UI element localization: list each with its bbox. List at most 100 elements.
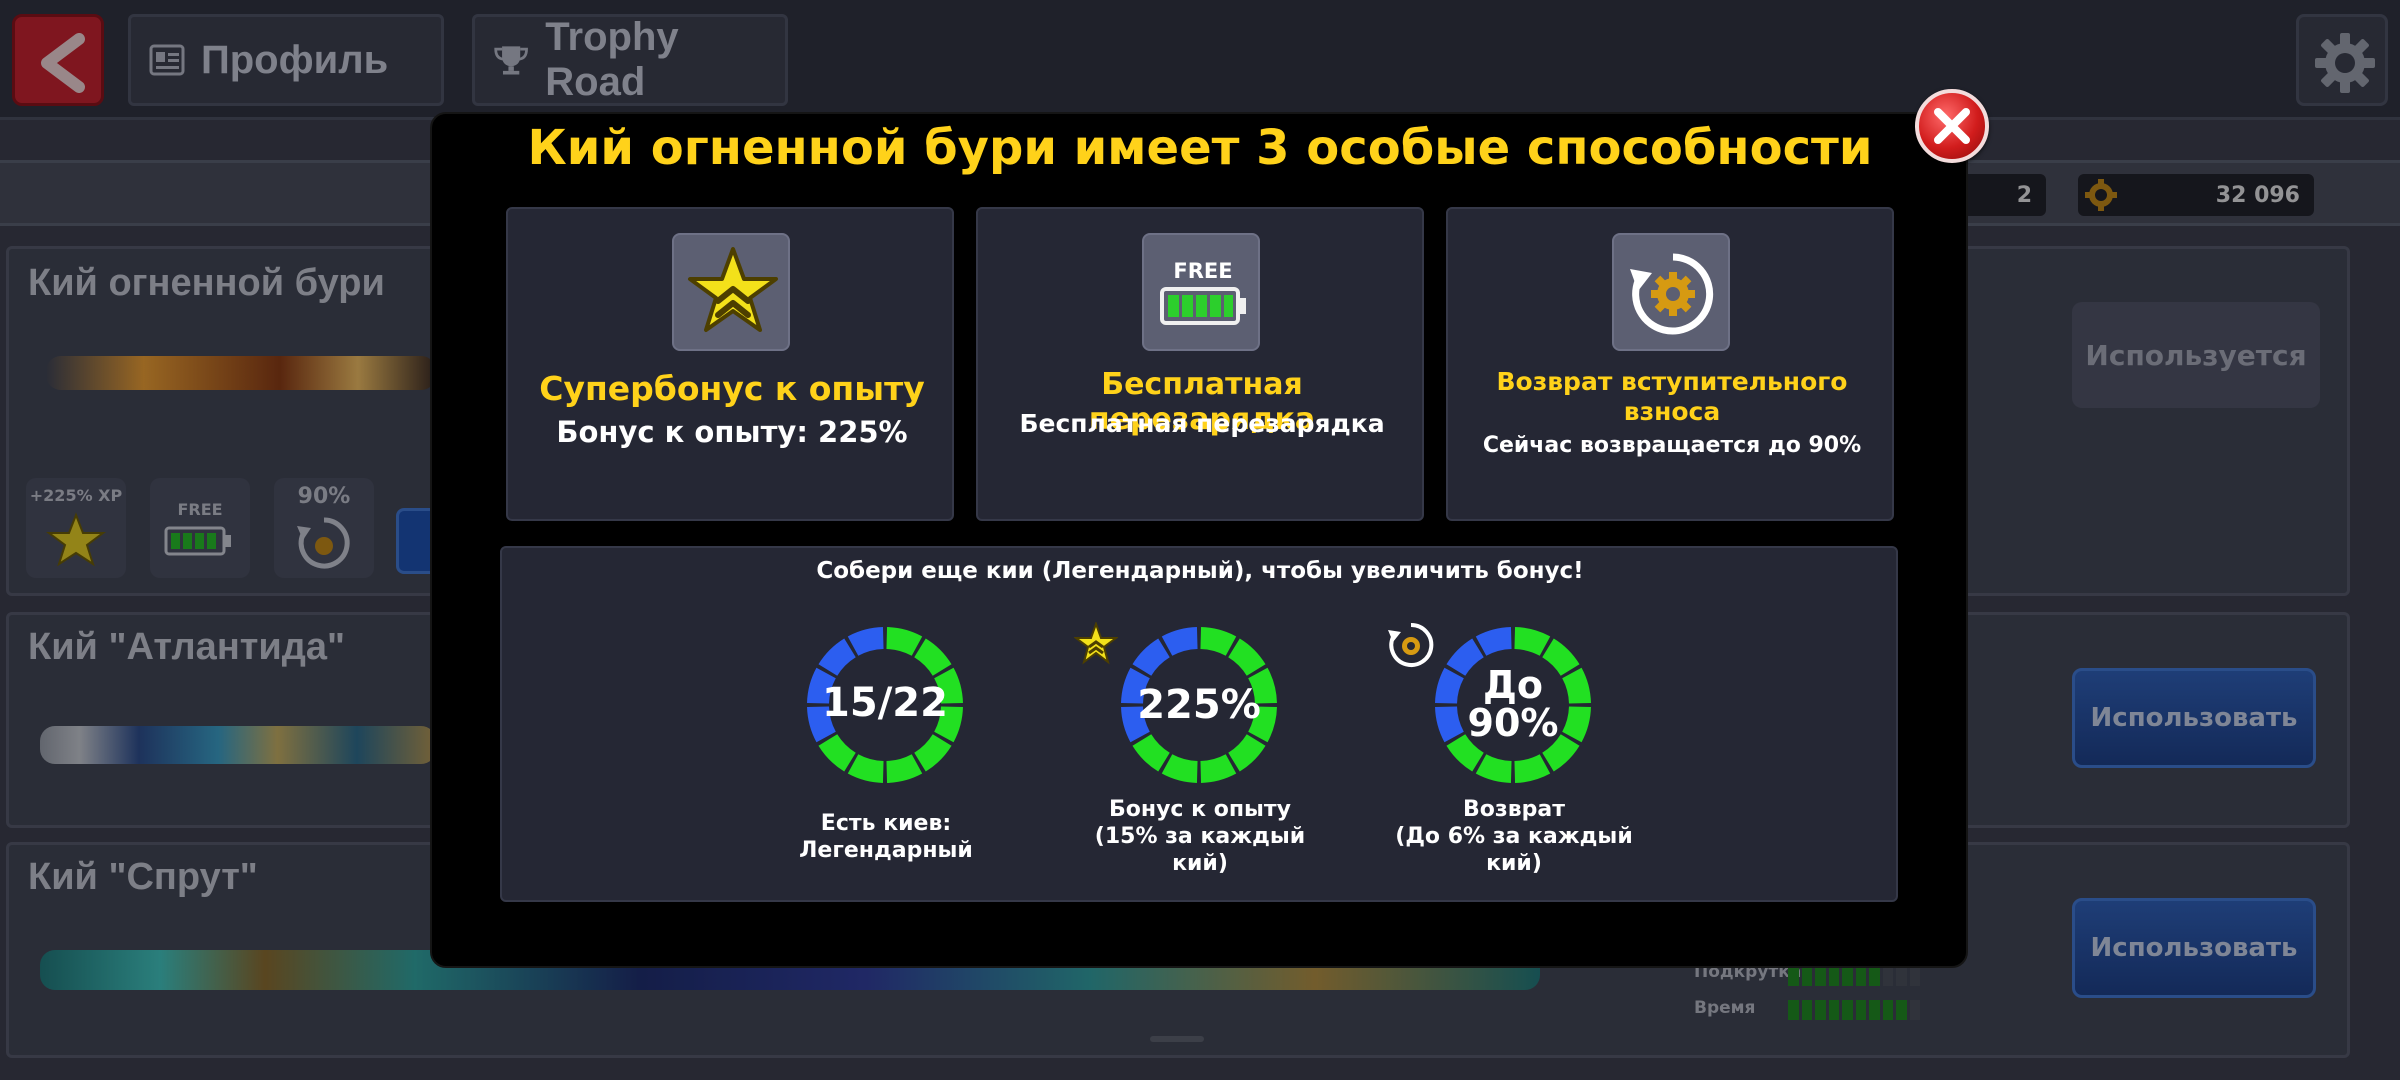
modal-title: Кий огненной бури имеет 3 особые способн… bbox=[527, 120, 1873, 176]
ring-segment bbox=[1228, 734, 1266, 772]
ability-icon-box-free: FREE bbox=[1142, 233, 1260, 351]
tab-trophy-road-label: Trophy Road bbox=[545, 15, 679, 104]
settings-button[interactable] bbox=[2296, 14, 2388, 106]
mini-refund-label: 90% bbox=[297, 484, 351, 509]
xp-bonus-caption-line1: Бонус к опыту bbox=[1108, 797, 1291, 822]
ability-desc-xp: Бонус к опыту: 225% bbox=[556, 415, 908, 449]
ring-segment bbox=[818, 638, 856, 676]
stat-bar-time bbox=[1788, 1000, 1920, 1020]
cue-name-octopus: Кий "Спрут" bbox=[28, 856, 258, 898]
coin-counter-value: 32 096 bbox=[2215, 182, 2300, 208]
ability-card-refund: Возврат вступительного взноса Сейчас воз… bbox=[1446, 207, 1894, 521]
trophy-icon bbox=[494, 46, 528, 75]
ring-segment bbox=[1121, 706, 1150, 743]
mini-xp-ability: +225% XP bbox=[26, 478, 126, 578]
ring-segment bbox=[914, 734, 952, 772]
ability-icon-box-refund bbox=[1612, 233, 1730, 351]
ability-name-free: Бесплатная перезарядка bbox=[1088, 367, 1316, 437]
cue-count-value: 15/22 bbox=[822, 680, 948, 726]
ring-segment bbox=[1121, 667, 1150, 704]
ability-card-free-recharge: FREE Бесплатная перезарядка Бесплатная п… bbox=[976, 207, 1424, 521]
atlantis-cue-image bbox=[40, 726, 436, 764]
ring-segment bbox=[1200, 754, 1237, 783]
xp-bonus-caption-line3: кий) bbox=[1172, 851, 1228, 876]
mini-free-ability: FREE bbox=[150, 478, 250, 578]
refund-caption-line2: (До 6% за каждый bbox=[1395, 824, 1633, 849]
tab-trophy-road[interactable]: Trophy Road bbox=[472, 14, 788, 106]
ring-segment bbox=[1542, 638, 1580, 676]
ring-segment bbox=[847, 627, 884, 656]
ability-card-xp: Супербонус к опыту Бонус к опыту: 225% bbox=[506, 207, 954, 521]
refund-value-line2: 90% bbox=[1467, 701, 1559, 745]
ring-segment bbox=[914, 638, 952, 676]
ability-desc-refund: Сейчас возвращается до 90% bbox=[1482, 433, 1862, 458]
cue-count-caption: Есть киев: Легендарный bbox=[766, 810, 1006, 864]
ring-segment bbox=[1248, 706, 1277, 743]
cue-count-caption-line1: Есть киев: bbox=[820, 811, 952, 836]
refund-ring bbox=[1435, 627, 1591, 783]
cue-count-ring bbox=[807, 627, 963, 783]
refund-caption-line3: кий) bbox=[1486, 851, 1542, 876]
xp-bonus-ring bbox=[1121, 627, 1277, 783]
xp-star-icon bbox=[688, 247, 778, 332]
ability-desc-free: Бесплатная перезарядка bbox=[1019, 409, 1385, 438]
ring-segment bbox=[807, 706, 836, 743]
cue-name-atlantis: Кий "Атлантида" bbox=[28, 626, 346, 668]
ability-name-xp: Супербонус к опыту bbox=[539, 369, 925, 408]
ring-segment bbox=[1248, 667, 1277, 704]
ability-icon-box-xp bbox=[672, 233, 790, 351]
tab-profile[interactable]: Профиль bbox=[128, 14, 444, 106]
ring-segment bbox=[934, 706, 963, 743]
refund-coin-icon bbox=[1630, 253, 1714, 335]
ring-segment bbox=[886, 754, 923, 783]
xp-bonus-value: 225% bbox=[1137, 682, 1261, 728]
ring-segment bbox=[1446, 734, 1484, 772]
fire-storm-cue-image bbox=[46, 356, 436, 390]
ring-segment bbox=[847, 754, 884, 783]
ring-refund-badge-icon bbox=[1388, 622, 1434, 667]
refund-caption-line1: Возврат bbox=[1463, 797, 1565, 822]
collection-bonus-header: Собери еще кии (Легендарный), чтобы увел… bbox=[816, 558, 1584, 584]
ring-segment bbox=[1562, 667, 1591, 704]
ring-segment bbox=[934, 667, 963, 704]
free-battery-icon bbox=[1160, 287, 1246, 325]
mini-battery-icon bbox=[164, 526, 231, 556]
home-indicator bbox=[1150, 1036, 1204, 1042]
ability-name-refund: Возврат вступительного взноса bbox=[1496, 367, 1848, 426]
ring-segment bbox=[1475, 627, 1512, 656]
close-icon bbox=[1934, 108, 1970, 144]
ring-segment bbox=[1132, 638, 1170, 676]
tab-profile-label: Профиль bbox=[201, 37, 389, 82]
ring-segment bbox=[1562, 706, 1591, 743]
xp-bonus-caption: Бонус к опыту (15% за каждый кий) bbox=[1080, 796, 1320, 877]
ring-segment bbox=[1446, 638, 1484, 676]
gear-icon bbox=[2315, 33, 2375, 93]
collection-bonus-panel bbox=[500, 546, 1898, 902]
ring-segment bbox=[1435, 667, 1464, 704]
stat-bar-spin bbox=[1788, 966, 1920, 986]
use-atlantis-button[interactable]: Использовать bbox=[2072, 668, 2316, 768]
ring-segment bbox=[1514, 754, 1551, 783]
ring-segment bbox=[1228, 638, 1266, 676]
mini-refund-icon bbox=[297, 517, 350, 569]
ring-segment bbox=[818, 734, 856, 772]
ring-segment bbox=[1475, 754, 1512, 783]
mini-refund-ability: 90% bbox=[274, 478, 374, 578]
ring-segment bbox=[807, 667, 836, 704]
ring-segment bbox=[1132, 734, 1170, 772]
back-button[interactable] bbox=[12, 14, 104, 106]
cue-name-fire-storm: Кий огненной бури bbox=[28, 262, 385, 304]
refund-value-line1: До bbox=[1483, 663, 1543, 707]
close-button[interactable] bbox=[1915, 89, 1989, 163]
xp-bonus-caption-line2: (15% за каждый bbox=[1094, 824, 1306, 849]
ring-segment bbox=[1435, 706, 1464, 743]
info-button[interactable] bbox=[396, 508, 436, 574]
ring-segment bbox=[1514, 627, 1551, 656]
mini-star-icon bbox=[46, 512, 106, 567]
use-octopus-button[interactable]: Использовать bbox=[2072, 898, 2316, 998]
mini-free-label: FREE bbox=[177, 500, 223, 519]
ring-segment bbox=[1161, 754, 1198, 783]
in-use-button[interactable]: Используется bbox=[2072, 302, 2320, 408]
mini-xp-label: +225% XP bbox=[29, 486, 123, 505]
small-counter: 2 bbox=[1960, 174, 2046, 216]
